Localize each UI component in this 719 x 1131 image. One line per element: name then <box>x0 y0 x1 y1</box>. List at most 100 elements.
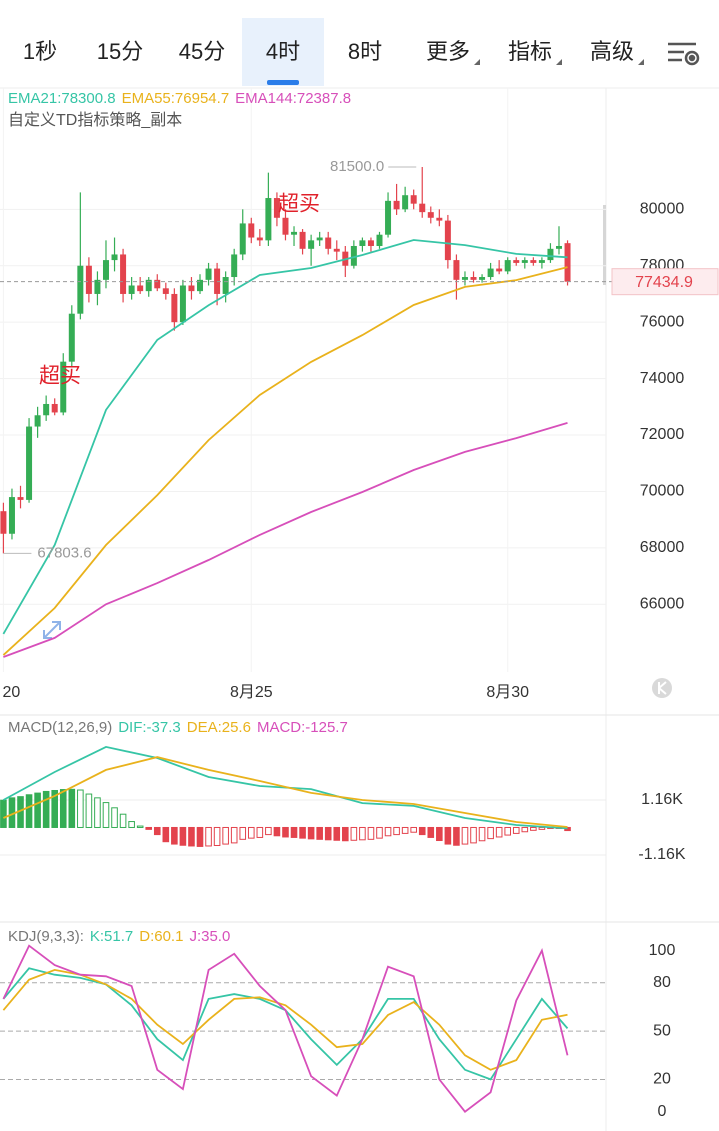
y-tick-label: 80000 <box>640 201 685 218</box>
candle-body <box>325 237 332 249</box>
candle-body <box>128 285 135 294</box>
candle-body <box>102 260 109 280</box>
legend-entry: K:51.7 <box>90 928 133 945</box>
macd-bar <box>384 826 392 837</box>
macd-bar <box>94 797 101 828</box>
macd-bar <box>418 826 426 836</box>
candle-body <box>231 254 238 278</box>
macd-bar <box>470 826 477 844</box>
candle-body <box>453 260 460 280</box>
candle-body <box>461 277 468 280</box>
y-tick-label: 72000 <box>640 426 685 443</box>
dropdown-caret <box>638 59 644 65</box>
candle-body <box>410 195 417 204</box>
candle-body <box>120 254 127 294</box>
macd-bar <box>247 826 255 839</box>
tab[interactable]: 更多 <box>426 39 470 64</box>
candle-body <box>137 285 144 292</box>
candle-body <box>154 279 161 289</box>
macd-bar <box>171 826 178 845</box>
tab[interactable]: 指标 <box>508 39 552 64</box>
candle-body <box>17 497 24 500</box>
candle-body <box>564 243 571 282</box>
y-tick-label: 0 <box>658 1103 667 1120</box>
candle-body <box>359 240 366 246</box>
candle-body <box>85 265 92 294</box>
y-tick-label: 20 <box>653 1071 671 1088</box>
candle-body <box>530 260 537 263</box>
macd-bar <box>256 826 264 838</box>
macd-bar <box>282 826 289 838</box>
y-tick-label: 74000 <box>640 370 685 387</box>
legend-entry: KDJ(9,3,3): <box>8 928 84 945</box>
macd-bar <box>136 825 144 828</box>
candle-body <box>239 223 246 255</box>
candle-body <box>436 217 443 221</box>
macd-bar <box>188 826 195 847</box>
candle-body <box>350 245 357 266</box>
macd-bar <box>324 826 332 841</box>
signal-annotation: 超买 <box>39 365 81 388</box>
macd-bar <box>111 807 118 828</box>
candle-body <box>419 203 426 213</box>
y-tick-label: 80 <box>653 974 671 991</box>
candle-body <box>222 277 229 294</box>
macd-bar <box>34 792 41 828</box>
macd-bar <box>145 826 153 830</box>
tab[interactable]: 8时 <box>348 39 382 64</box>
legend-entry: D:60.1 <box>139 928 183 945</box>
candle-body <box>43 403 50 416</box>
candle-body <box>94 279 101 294</box>
macd-bar <box>230 826 238 844</box>
candle-body <box>197 279 204 292</box>
last-price-tag <box>611 268 719 296</box>
macd-bar <box>85 793 93 828</box>
x-tick-label: 8月30 <box>486 684 529 701</box>
macd-bar <box>393 826 400 836</box>
candle-body <box>51 403 58 413</box>
macd-bar <box>25 794 33 828</box>
candle-body <box>470 277 477 280</box>
candle-body <box>34 415 41 427</box>
legend-entry: EMA21:78300.8 <box>8 90 116 107</box>
candle-body <box>8 497 15 534</box>
tab[interactable]: 1秒 <box>23 39 57 64</box>
macd-bar <box>504 826 512 836</box>
candle-body <box>179 285 186 323</box>
legend-entry: MACD(12,26,9) <box>8 719 112 736</box>
indicator-line <box>2 239 568 635</box>
tab[interactable]: 45分 <box>179 39 225 64</box>
macd-bar <box>205 826 212 847</box>
y-tick-label: 50 <box>653 1022 671 1039</box>
reset-zoom-icon[interactable] <box>652 678 672 698</box>
macd-bar <box>128 821 135 828</box>
candle-body <box>111 254 118 261</box>
macd-bar <box>512 826 520 834</box>
macd-bar <box>478 826 486 842</box>
tab[interactable]: 高级 <box>590 39 634 64</box>
macd-bar <box>290 826 298 838</box>
tab[interactable]: 15分 <box>97 39 143 64</box>
expand-icon[interactable] <box>43 621 61 639</box>
macd-bar <box>401 826 409 834</box>
macd-bar <box>213 826 221 846</box>
macd-bar <box>333 826 341 841</box>
candle-body <box>555 245 562 249</box>
macd-bar <box>162 826 170 843</box>
last-price-label: 77434.9 <box>635 274 693 291</box>
tab[interactable]: 4时 <box>266 39 300 64</box>
macd-bar <box>179 826 187 846</box>
legend-entry: J:35.0 <box>189 928 230 945</box>
indicator-line <box>2 968 568 1071</box>
min-label: 67803.6 <box>37 544 91 561</box>
y-tick-label: 100 <box>649 942 676 959</box>
candle-body <box>0 511 7 534</box>
active-tab-bg <box>242 18 324 86</box>
candle-body <box>145 279 152 292</box>
macd-bar <box>119 813 127 828</box>
settings-icon[interactable] <box>668 42 700 66</box>
candle-body <box>265 198 272 241</box>
candle-body <box>308 240 315 249</box>
macd-bar <box>0 799 7 828</box>
